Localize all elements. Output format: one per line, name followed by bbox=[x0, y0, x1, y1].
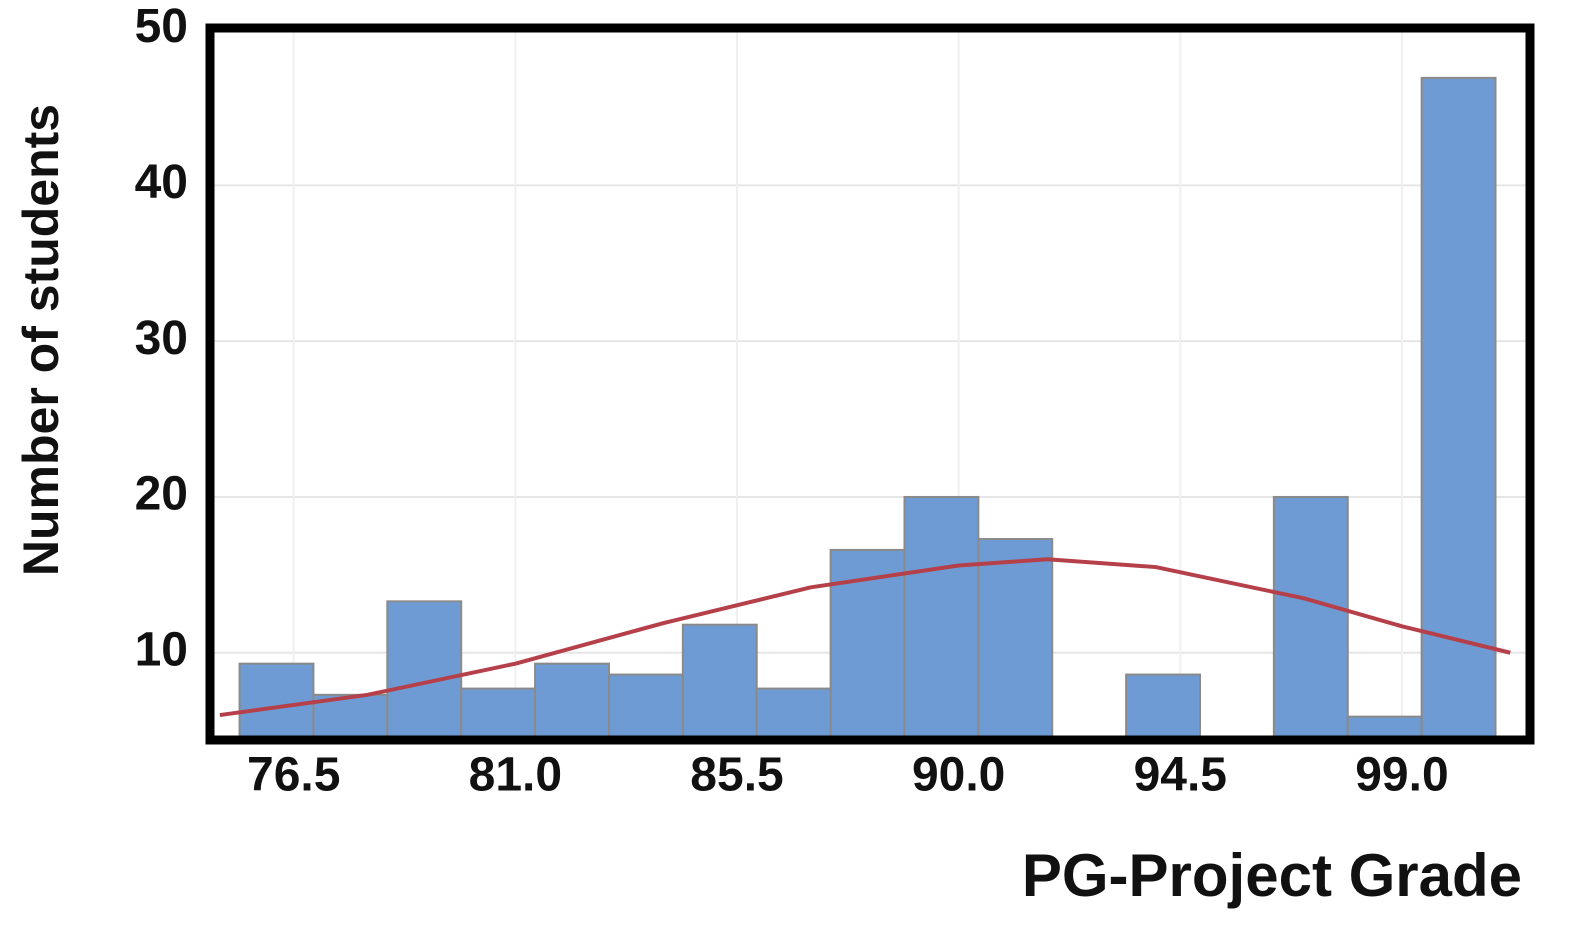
bar bbox=[238, 662, 315, 740]
x-tick-label: 76.5 bbox=[247, 749, 340, 802]
x-tick-label: 94.5 bbox=[1134, 749, 1227, 802]
bar bbox=[534, 662, 610, 740]
plot-frame bbox=[205, 23, 1535, 745]
y-tick-label: 30 bbox=[135, 312, 188, 365]
y-tick-label: 10 bbox=[135, 623, 188, 676]
y-tick-label: 40 bbox=[135, 156, 188, 209]
x-axis-label: PG-Project Grade bbox=[1022, 842, 1522, 909]
y-tick-label: 50 bbox=[135, 0, 188, 53]
bar bbox=[386, 600, 463, 740]
plot-area bbox=[210, 28, 1530, 740]
x-tick-label: 90.0 bbox=[912, 749, 1005, 802]
x-tick-label: 99.0 bbox=[1355, 749, 1448, 802]
bar bbox=[1420, 76, 1497, 740]
fit-curve bbox=[219, 557, 1511, 718]
x-tick-label: 81.0 bbox=[469, 749, 562, 802]
bar bbox=[977, 538, 1054, 740]
bar bbox=[681, 623, 758, 740]
x-tick-label: 85.5 bbox=[690, 749, 783, 802]
bar bbox=[1272, 495, 1349, 740]
y-axis-label: Number of students bbox=[13, 104, 69, 576]
y-tick-label: 20 bbox=[135, 468, 188, 521]
bar bbox=[903, 495, 980, 740]
bar bbox=[460, 687, 537, 740]
bar bbox=[1125, 673, 1201, 740]
bar bbox=[755, 687, 832, 740]
bar bbox=[607, 673, 684, 740]
